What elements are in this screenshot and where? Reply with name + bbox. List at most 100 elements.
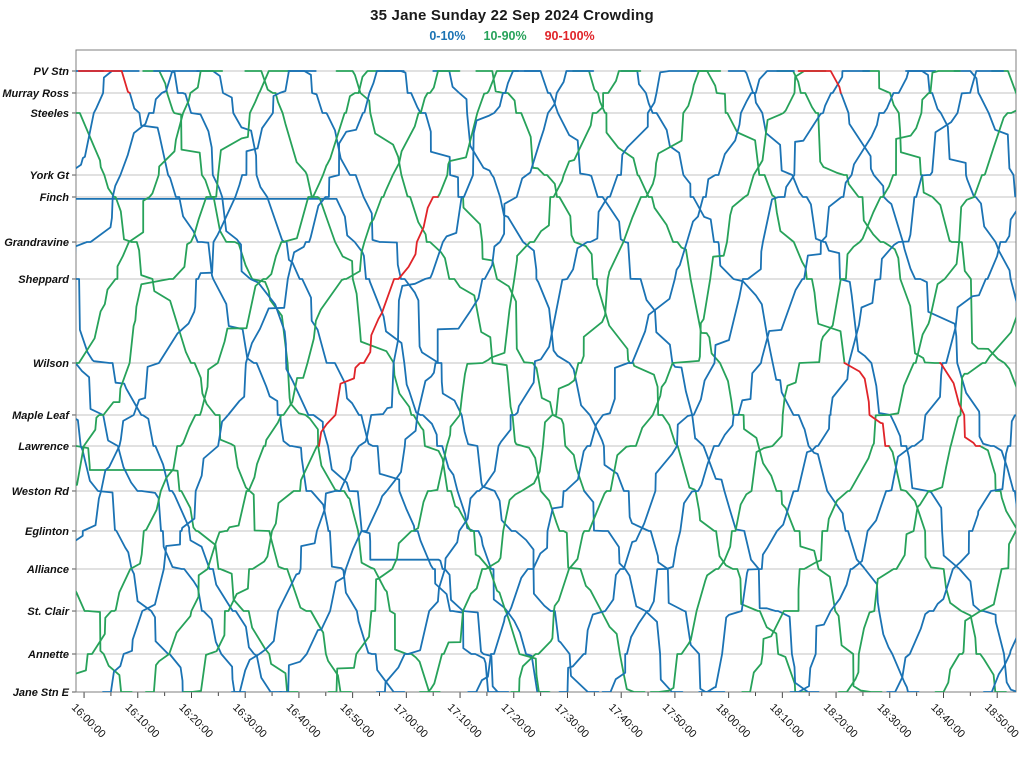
time-tick-label: 16:10:00 (123, 702, 162, 741)
trip-line-m (862, 70, 1016, 389)
trip-line-l (583, 490, 684, 692)
trip-line-m (418, 70, 722, 692)
trip-line-m (776, 70, 941, 364)
time-tick-label: 17:30:00 (552, 702, 591, 741)
trip-line-l (886, 414, 1016, 692)
trip-line-l (523, 70, 820, 692)
time-tick-label: 17:10:00 (445, 702, 484, 741)
time-tick-label: 16:20:00 (176, 702, 215, 741)
trip-line-m (979, 445, 1016, 530)
time-tick-label: 18:10:00 (767, 702, 806, 741)
plot-area (76, 50, 1016, 692)
trip-line-m (182, 445, 320, 692)
trip-line-m (76, 445, 299, 692)
station-label-finch: Finch (40, 192, 70, 204)
station-label-grandravine: Grandravine (4, 237, 69, 249)
time-tick-label: 17:50:00 (660, 702, 699, 741)
trip-line-l (905, 70, 1016, 304)
trip-line-l (76, 278, 283, 692)
chart-legend: 0-10% 10-90% 90-100% (0, 29, 1024, 43)
trip-line-m (934, 530, 1016, 692)
station-label-york-gt: York Gt (30, 170, 71, 182)
trip-line-l (128, 92, 406, 692)
time-tick-label: 16:30:00 (230, 702, 269, 741)
time-tick-label: 18:30:00 (875, 702, 914, 741)
trip-line-m (142, 70, 441, 692)
trip-line-l (102, 70, 405, 692)
legend-item-h: 90-100% (544, 29, 595, 43)
legend-item-l: 0-10% (429, 29, 466, 43)
trip-line-l (727, 70, 1016, 692)
trip-line-l (153, 70, 510, 692)
time-tick-label: 17:40:00 (606, 702, 645, 741)
station-label-murray-ross: Murray Ross (2, 88, 69, 100)
trip-line-h (939, 362, 981, 447)
station-label-eglinton: Eglinton (25, 526, 69, 538)
trip-line-h (843, 362, 890, 447)
station-label-pv-stn: PV Stn (34, 66, 70, 78)
trip-line-m (649, 70, 961, 692)
trip-line-h (797, 70, 842, 94)
station-label-wilson: Wilson (33, 358, 69, 370)
trip-line-m (76, 112, 353, 692)
trip-line-l (698, 70, 1005, 692)
trip-line-l (953, 70, 1016, 198)
trip-line-m (327, 70, 642, 692)
trip-line-m (690, 70, 846, 364)
trip-line-l (375, 70, 697, 692)
trip-line-l (279, 70, 595, 692)
trip-lines-layer (76, 70, 1016, 692)
trip-line-m (144, 70, 461, 692)
trip-line-l (196, 70, 500, 692)
station-label-sheppard: Sheppard (18, 274, 69, 286)
station-label-jane-stn-e: Jane Stn E (13, 687, 70, 699)
trip-line-l (76, 198, 550, 692)
station-label-lawrence: Lawrence (18, 441, 69, 453)
trip-line-l (76, 418, 195, 692)
trip-line-l (384, 70, 464, 198)
trip-line-m (572, 70, 883, 692)
station-label-maple-leaf: Maple Leaf (12, 410, 70, 422)
time-tick-label: 18:20:00 (821, 702, 860, 741)
station-label-weston-rd: Weston Rd (12, 486, 70, 498)
trip-line-m (76, 589, 133, 692)
trip-line-m (335, 70, 646, 692)
trip-line-l (432, 70, 726, 692)
trip-line-m (888, 445, 1007, 692)
time-tick-label: 16:50:00 (338, 702, 377, 741)
station-label-alliance: Alliance (26, 564, 69, 576)
time-tick-label: 17:00:00 (391, 702, 430, 741)
time-tick-label: 16:40:00 (284, 702, 323, 741)
station-label-st-clair: St. Clair (27, 606, 69, 618)
legend-item-m: 10-90% (483, 29, 527, 43)
trip-line-l (76, 70, 200, 255)
trip-line-l (601, 70, 937, 692)
trip-line-h (318, 196, 439, 447)
trip-line-l (558, 70, 871, 692)
trip-line-m (837, 315, 1016, 692)
trip-line-m (437, 70, 520, 198)
time-tick-label: 18:40:00 (928, 702, 967, 741)
trip-line-l (230, 70, 541, 692)
station-label-annette: Annette (27, 649, 69, 661)
trip-line-m (76, 70, 224, 364)
trip-line-m (475, 70, 807, 692)
trip-line-l (839, 92, 1016, 509)
time-tick-label: 18:00:00 (714, 702, 753, 741)
trip-line-m (76, 70, 292, 486)
time-tick-label: 18:50:00 (982, 702, 1021, 741)
station-label-steeles: Steeles (30, 108, 69, 120)
trip-line-l (287, 70, 600, 692)
chart-title: 35 Jane Sunday 22 Sep 2024 Crowding (370, 7, 654, 24)
trip-line-l (789, 209, 1016, 692)
trip-line-l (76, 70, 317, 542)
trip-line-h (77, 70, 131, 94)
time-tick-label: 16:00:00 (69, 702, 108, 741)
trip-line-m (741, 109, 1016, 692)
trip-line-m (510, 70, 827, 692)
time-tick-label: 17:20:00 (499, 702, 538, 741)
trip-line-m (76, 70, 390, 675)
trip-line-l (467, 70, 795, 692)
